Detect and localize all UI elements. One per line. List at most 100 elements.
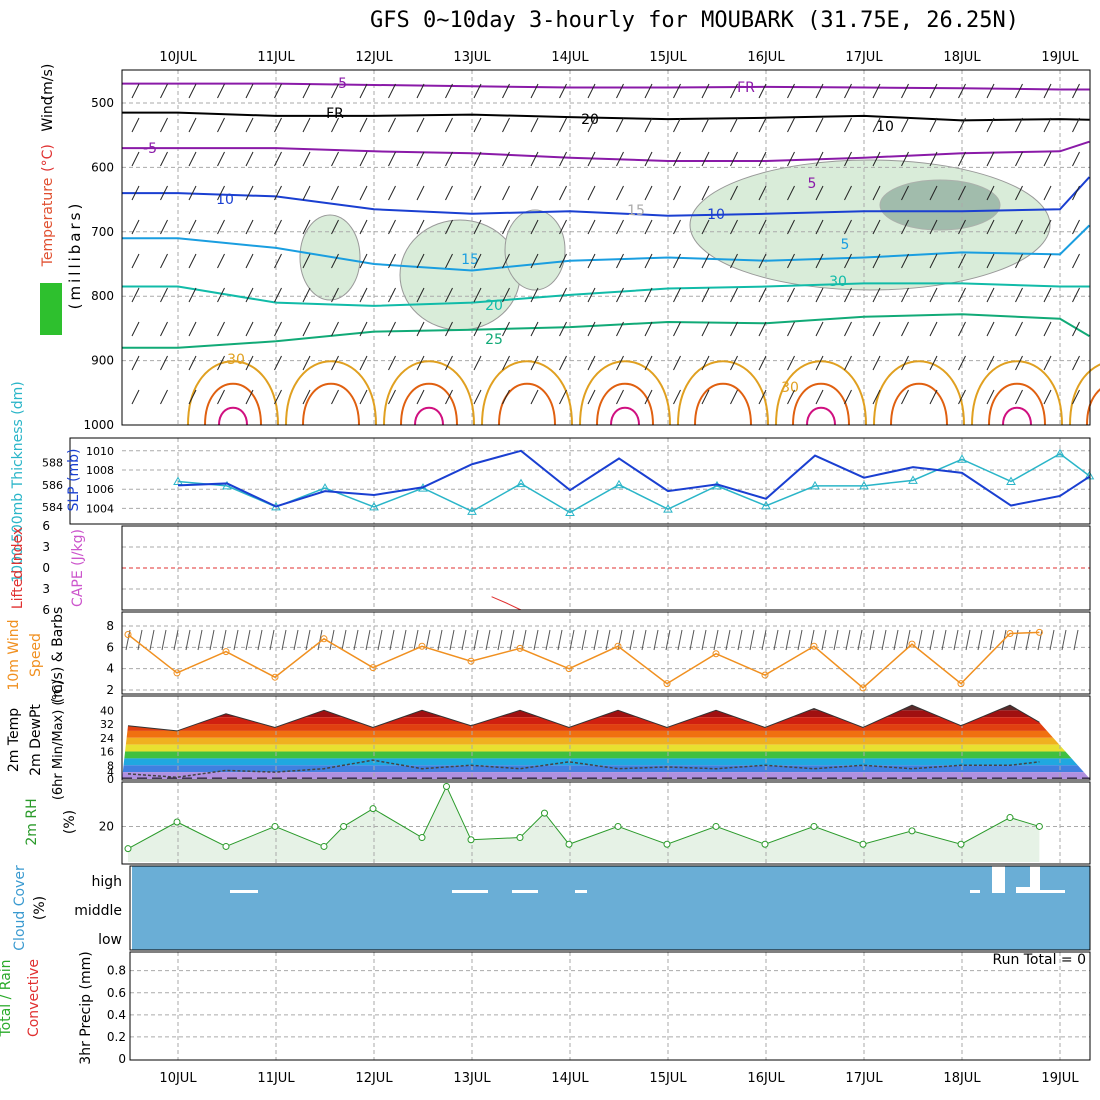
wind-barb	[872, 389, 881, 405]
wind-barb	[559, 355, 567, 371]
wind-barb	[844, 83, 852, 99]
wind-barb	[1015, 117, 1023, 133]
rh-tick-label: 20	[99, 819, 114, 833]
wind-barb	[1072, 355, 1080, 371]
isotherm-20	[122, 282, 1090, 307]
wind-barb	[730, 253, 738, 269]
wind-speed-point	[761, 671, 769, 679]
surface-wind-barb	[629, 629, 635, 651]
surface-wind-barb	[293, 629, 299, 651]
wind-barb	[160, 185, 168, 201]
wind-barb	[815, 389, 824, 405]
temp-color-band	[122, 717, 1090, 725]
wind-barb	[730, 219, 738, 235]
wind-barb	[473, 389, 482, 405]
rh-point	[173, 818, 181, 826]
wind-barb	[217, 389, 225, 405]
surface-wind-barb	[845, 629, 851, 651]
wind-barb	[929, 219, 938, 235]
wind-barb	[616, 287, 624, 303]
wind-barb	[758, 287, 767, 303]
wind-barb	[217, 117, 225, 133]
wind-barb	[331, 389, 339, 405]
wind-barb	[188, 219, 197, 235]
wind-barb	[958, 287, 966, 303]
wind-barb	[815, 151, 824, 167]
lifted-index-tick-label: 3	[42, 540, 50, 554]
rh-point	[418, 834, 426, 842]
surface-wind-barb	[485, 629, 491, 651]
wind-barb	[559, 253, 567, 269]
slp-series-line	[177, 449, 1090, 508]
temp-color-band	[122, 765, 1090, 773]
thickness-point	[1084, 470, 1095, 480]
surface-wind-barb	[929, 629, 935, 651]
wind-barb	[188, 83, 197, 99]
wind-barb	[502, 219, 510, 235]
lifted-index-tick-label: 6	[42, 519, 50, 533]
surface-wind-barb	[473, 629, 479, 651]
chart-title: GFS 0~10day 3-hourly for MOUBARK (31.75E…	[370, 8, 1020, 33]
wind-barb	[359, 151, 368, 167]
date-tick-label: 13JUL	[453, 50, 491, 65]
wind-barb	[188, 151, 197, 167]
wind-barb	[559, 117, 567, 133]
wind-barb	[445, 321, 453, 337]
date-tick-label: 16JUL	[747, 1071, 785, 1086]
isotherm-30-loop	[1069, 363, 1100, 426]
wind-barb	[701, 355, 710, 371]
isotherm-40-loop	[414, 406, 444, 426]
wind-barb	[587, 355, 596, 371]
contour-label: 30	[781, 380, 799, 396]
wind-barb	[673, 253, 681, 269]
surface-wind-barb	[749, 629, 755, 651]
temp-color-band	[122, 751, 1090, 759]
isotherm-40-loop	[1002, 406, 1032, 426]
clear-sky-gap	[970, 890, 980, 893]
wind-barb	[1015, 253, 1023, 269]
wind-barb	[160, 151, 168, 167]
wind-barb	[274, 219, 282, 235]
contour-label: 30	[829, 274, 847, 290]
isotherm-30-loop	[481, 360, 573, 426]
wind-barb	[929, 253, 938, 269]
wind-barb	[901, 151, 909, 167]
pressure-tick-label: 900	[91, 354, 114, 368]
wind-barb	[245, 355, 254, 371]
isotherm-30-loop	[677, 360, 769, 426]
minmax-unit-label: (6hr Min/Max) (°C)	[51, 680, 66, 800]
temp-tick-label: 4	[107, 766, 114, 779]
wind-barb	[730, 355, 738, 371]
wind-barb	[359, 253, 368, 269]
wind-barb	[616, 185, 624, 201]
surface-wind-barb	[389, 629, 395, 651]
wind-barb	[502, 83, 510, 99]
surface-wind-barb	[761, 629, 767, 651]
wind-barb	[302, 83, 311, 99]
isotherm--5	[122, 82, 1090, 91]
pressure-tick-label: 500	[91, 96, 114, 110]
rh-point	[859, 840, 867, 848]
wind-barb	[1043, 219, 1052, 235]
wind-barb	[331, 219, 339, 235]
cloud-level-label: high	[91, 874, 122, 890]
wind-barb	[302, 185, 311, 201]
cloud-axis-label: Cloud Cover	[12, 865, 28, 951]
thickness-point	[565, 507, 575, 516]
wind-barb	[1072, 253, 1080, 269]
rh-point	[908, 827, 916, 835]
wind-barb	[1043, 151, 1052, 167]
wind-barb	[958, 389, 966, 405]
surface-wind-barb	[185, 629, 191, 651]
precip-tick-label: 0.6	[107, 986, 126, 1000]
contour-label: 30	[227, 352, 245, 368]
wind-barb	[359, 185, 368, 201]
wind-barb	[217, 321, 225, 337]
wind-barb	[844, 185, 852, 201]
wind-barb	[787, 321, 795, 337]
wind-barb	[587, 389, 596, 405]
wind-speed-point	[565, 665, 573, 673]
wind-speed-line	[127, 631, 1040, 689]
clear-sky-gap	[452, 890, 488, 893]
thickness-point	[663, 504, 673, 513]
